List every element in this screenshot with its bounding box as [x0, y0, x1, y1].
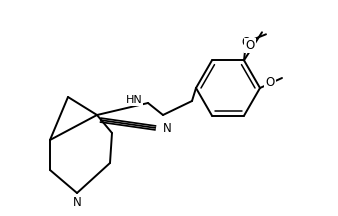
Text: O: O	[241, 36, 250, 49]
Text: N: N	[73, 195, 81, 208]
Text: N: N	[163, 121, 172, 135]
Text: O: O	[245, 39, 255, 52]
Text: HN: HN	[126, 95, 142, 105]
Text: O: O	[265, 76, 274, 89]
